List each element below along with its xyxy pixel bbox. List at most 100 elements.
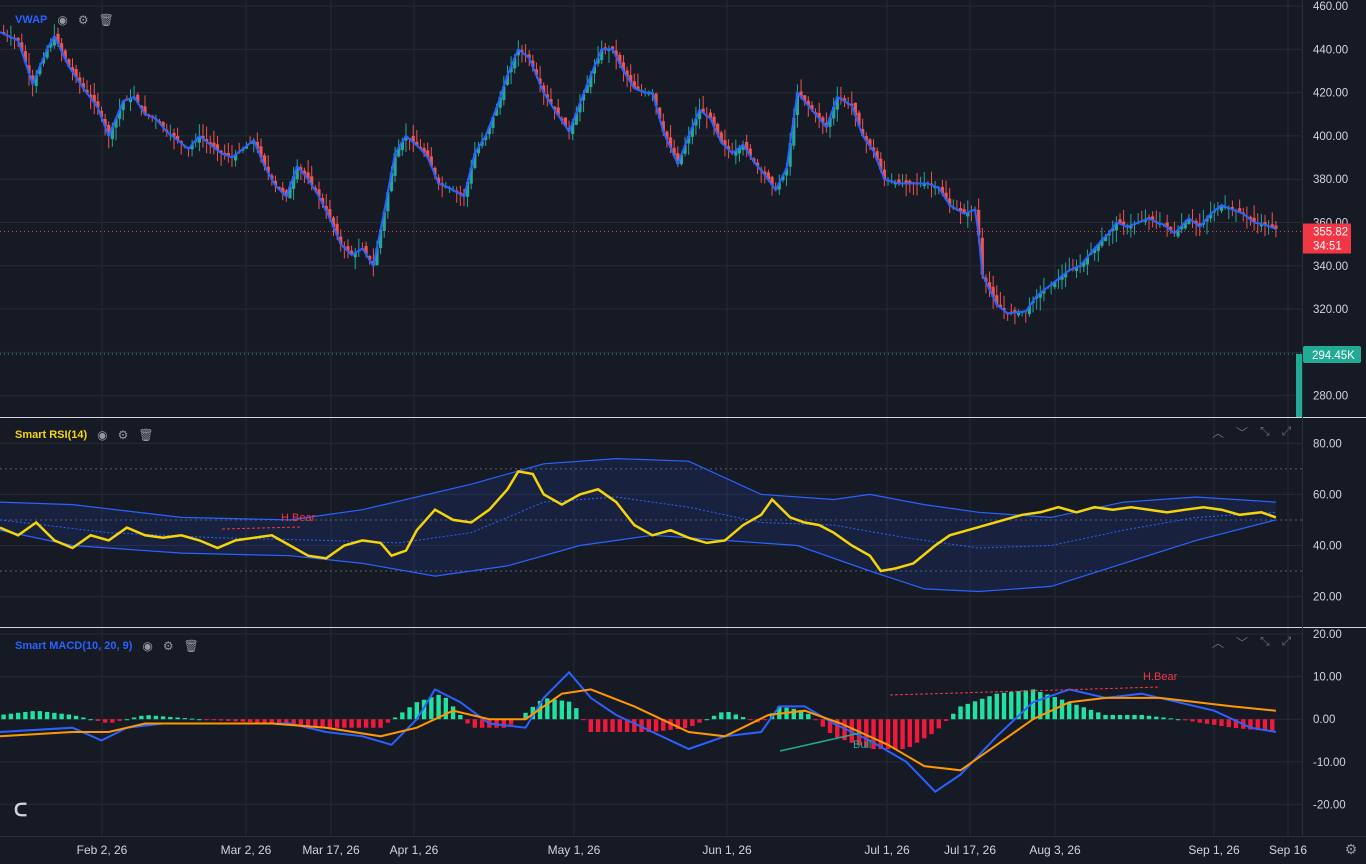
chevron-up-icon[interactable]: ︿ — [1212, 426, 1225, 440]
chart-settings-gear-icon[interactable]: ⚙ — [1344, 841, 1358, 857]
eye-icon[interactable]: ◉ — [57, 13, 68, 27]
macd-histogram-bar — [385, 719, 391, 723]
macd-histogram-bar — [218, 719, 224, 721]
macd-histogram-bar — [44, 711, 50, 720]
candle-body — [368, 255, 372, 261]
macd-histogram-bar — [465, 719, 470, 724]
time-axis-label: Feb 2, 26 — [77, 843, 128, 857]
macd-histogram-bar — [508, 719, 514, 725]
candle-body — [679, 154, 684, 165]
gear-icon[interactable]: ⚙ — [162, 639, 174, 653]
candle-body — [980, 237, 984, 275]
candle-body — [1274, 225, 1278, 229]
candle-body — [1013, 309, 1017, 313]
macd-histogram-bar — [160, 716, 166, 720]
candle-body — [745, 141, 749, 151]
candle-body — [527, 54, 531, 58]
macd-histogram-bar — [740, 717, 746, 720]
macd-histogram-bar — [523, 712, 528, 720]
candle-body — [56, 33, 60, 44]
candle-body — [382, 211, 386, 231]
chevron-down-icon[interactable]: ﹀ — [1236, 426, 1249, 440]
candle-body — [581, 94, 586, 101]
volume-label: 294.45K — [1312, 350, 1355, 362]
macd-hbear-label: H.Bear — [1143, 671, 1178, 683]
candle-body — [89, 94, 93, 99]
macd-histogram-bar — [965, 703, 970, 720]
macd-histogram-bar — [864, 719, 869, 748]
candle-body — [853, 102, 858, 116]
candle-body — [498, 96, 502, 108]
eye-icon[interactable]: ◉ — [97, 428, 108, 442]
candle-body — [31, 75, 35, 84]
maximize-icon[interactable]: ⤢ — [1281, 634, 1292, 648]
chevron-down-icon[interactable]: ﹀ — [1236, 636, 1249, 650]
candle-body — [1027, 306, 1032, 315]
y-axis-label: 320.00 — [1313, 304, 1348, 316]
candle-body — [574, 112, 578, 125]
candle-body — [665, 131, 669, 140]
y-axis-label: 340.00 — [1313, 261, 1348, 273]
maximize-icon[interactable]: ⤢ — [1281, 424, 1292, 438]
candle-body — [172, 132, 176, 138]
macd-histogram-bar — [1183, 719, 1188, 721]
macd-histogram-bar — [690, 719, 695, 727]
candle-body — [857, 112, 861, 126]
macd-histogram-bar — [893, 719, 898, 750]
candle-body — [1209, 213, 1213, 219]
candle-body — [215, 144, 220, 151]
candle-body — [103, 118, 107, 127]
candle-body — [1176, 229, 1180, 237]
macd-histogram-bar — [885, 719, 891, 750]
chevron-up-icon[interactable]: ︿ — [1212, 636, 1225, 650]
rsi-line — [0, 470, 1277, 573]
candle-body — [882, 169, 887, 180]
y-axis-label: 20.00 — [1313, 629, 1342, 641]
candle-body — [563, 117, 568, 127]
y-axis-label: 60.00 — [1313, 489, 1342, 501]
candle-body — [92, 94, 96, 103]
trash-icon[interactable]: 🗑 — [183, 639, 199, 653]
candle-body — [940, 186, 945, 194]
y-axis-label: 10.00 — [1313, 672, 1342, 684]
candle-body — [114, 118, 118, 128]
candle-body — [799, 91, 803, 97]
macd-histogram-bar — [1197, 719, 1202, 723]
macd-histogram-bar — [443, 697, 449, 720]
candle-body — [861, 128, 865, 136]
macd-histogram-bar — [1081, 707, 1086, 720]
macd-histogram-bar — [1030, 689, 1036, 720]
collapse-icon[interactable]: ⤡ — [1260, 634, 1270, 648]
macd-histogram-bar — [313, 719, 318, 727]
candle-body — [1143, 219, 1147, 222]
tradingview-logo-icon[interactable]: ᑕ — [14, 800, 28, 820]
candle-body — [708, 112, 713, 119]
candle-body — [1270, 224, 1274, 228]
candle-body — [585, 84, 589, 93]
eye-icon[interactable]: ◉ — [142, 639, 153, 653]
macd-histogram-bar — [762, 719, 768, 721]
macd-histogram-bar — [73, 715, 79, 720]
macd-histogram-bar — [675, 719, 681, 730]
candle-body — [513, 57, 517, 69]
candle-body — [473, 153, 477, 168]
macd-histogram-bar — [269, 719, 275, 724]
candle-body — [1016, 312, 1021, 316]
trash-icon[interactable]: 🗑 — [98, 13, 114, 27]
candle-body — [1122, 221, 1126, 226]
gear-icon[interactable]: ⚙ — [77, 13, 89, 27]
candle-body — [262, 155, 267, 167]
gear-icon[interactable]: ⚙ — [117, 428, 129, 442]
macd-histogram-bar — [711, 715, 717, 720]
candle-body — [509, 66, 513, 73]
y-axis-label: -20.00 — [1313, 799, 1346, 811]
collapse-icon[interactable]: ⤡ — [1260, 424, 1270, 438]
macd-histogram-bar — [1168, 718, 1173, 720]
macd-histogram-bar — [52, 712, 57, 720]
candle-body — [505, 75, 510, 85]
candle-body — [737, 147, 742, 154]
macd-histogram-bar — [552, 699, 557, 720]
trash-icon[interactable]: 🗑 — [138, 428, 154, 442]
candle-body — [904, 180, 908, 184]
